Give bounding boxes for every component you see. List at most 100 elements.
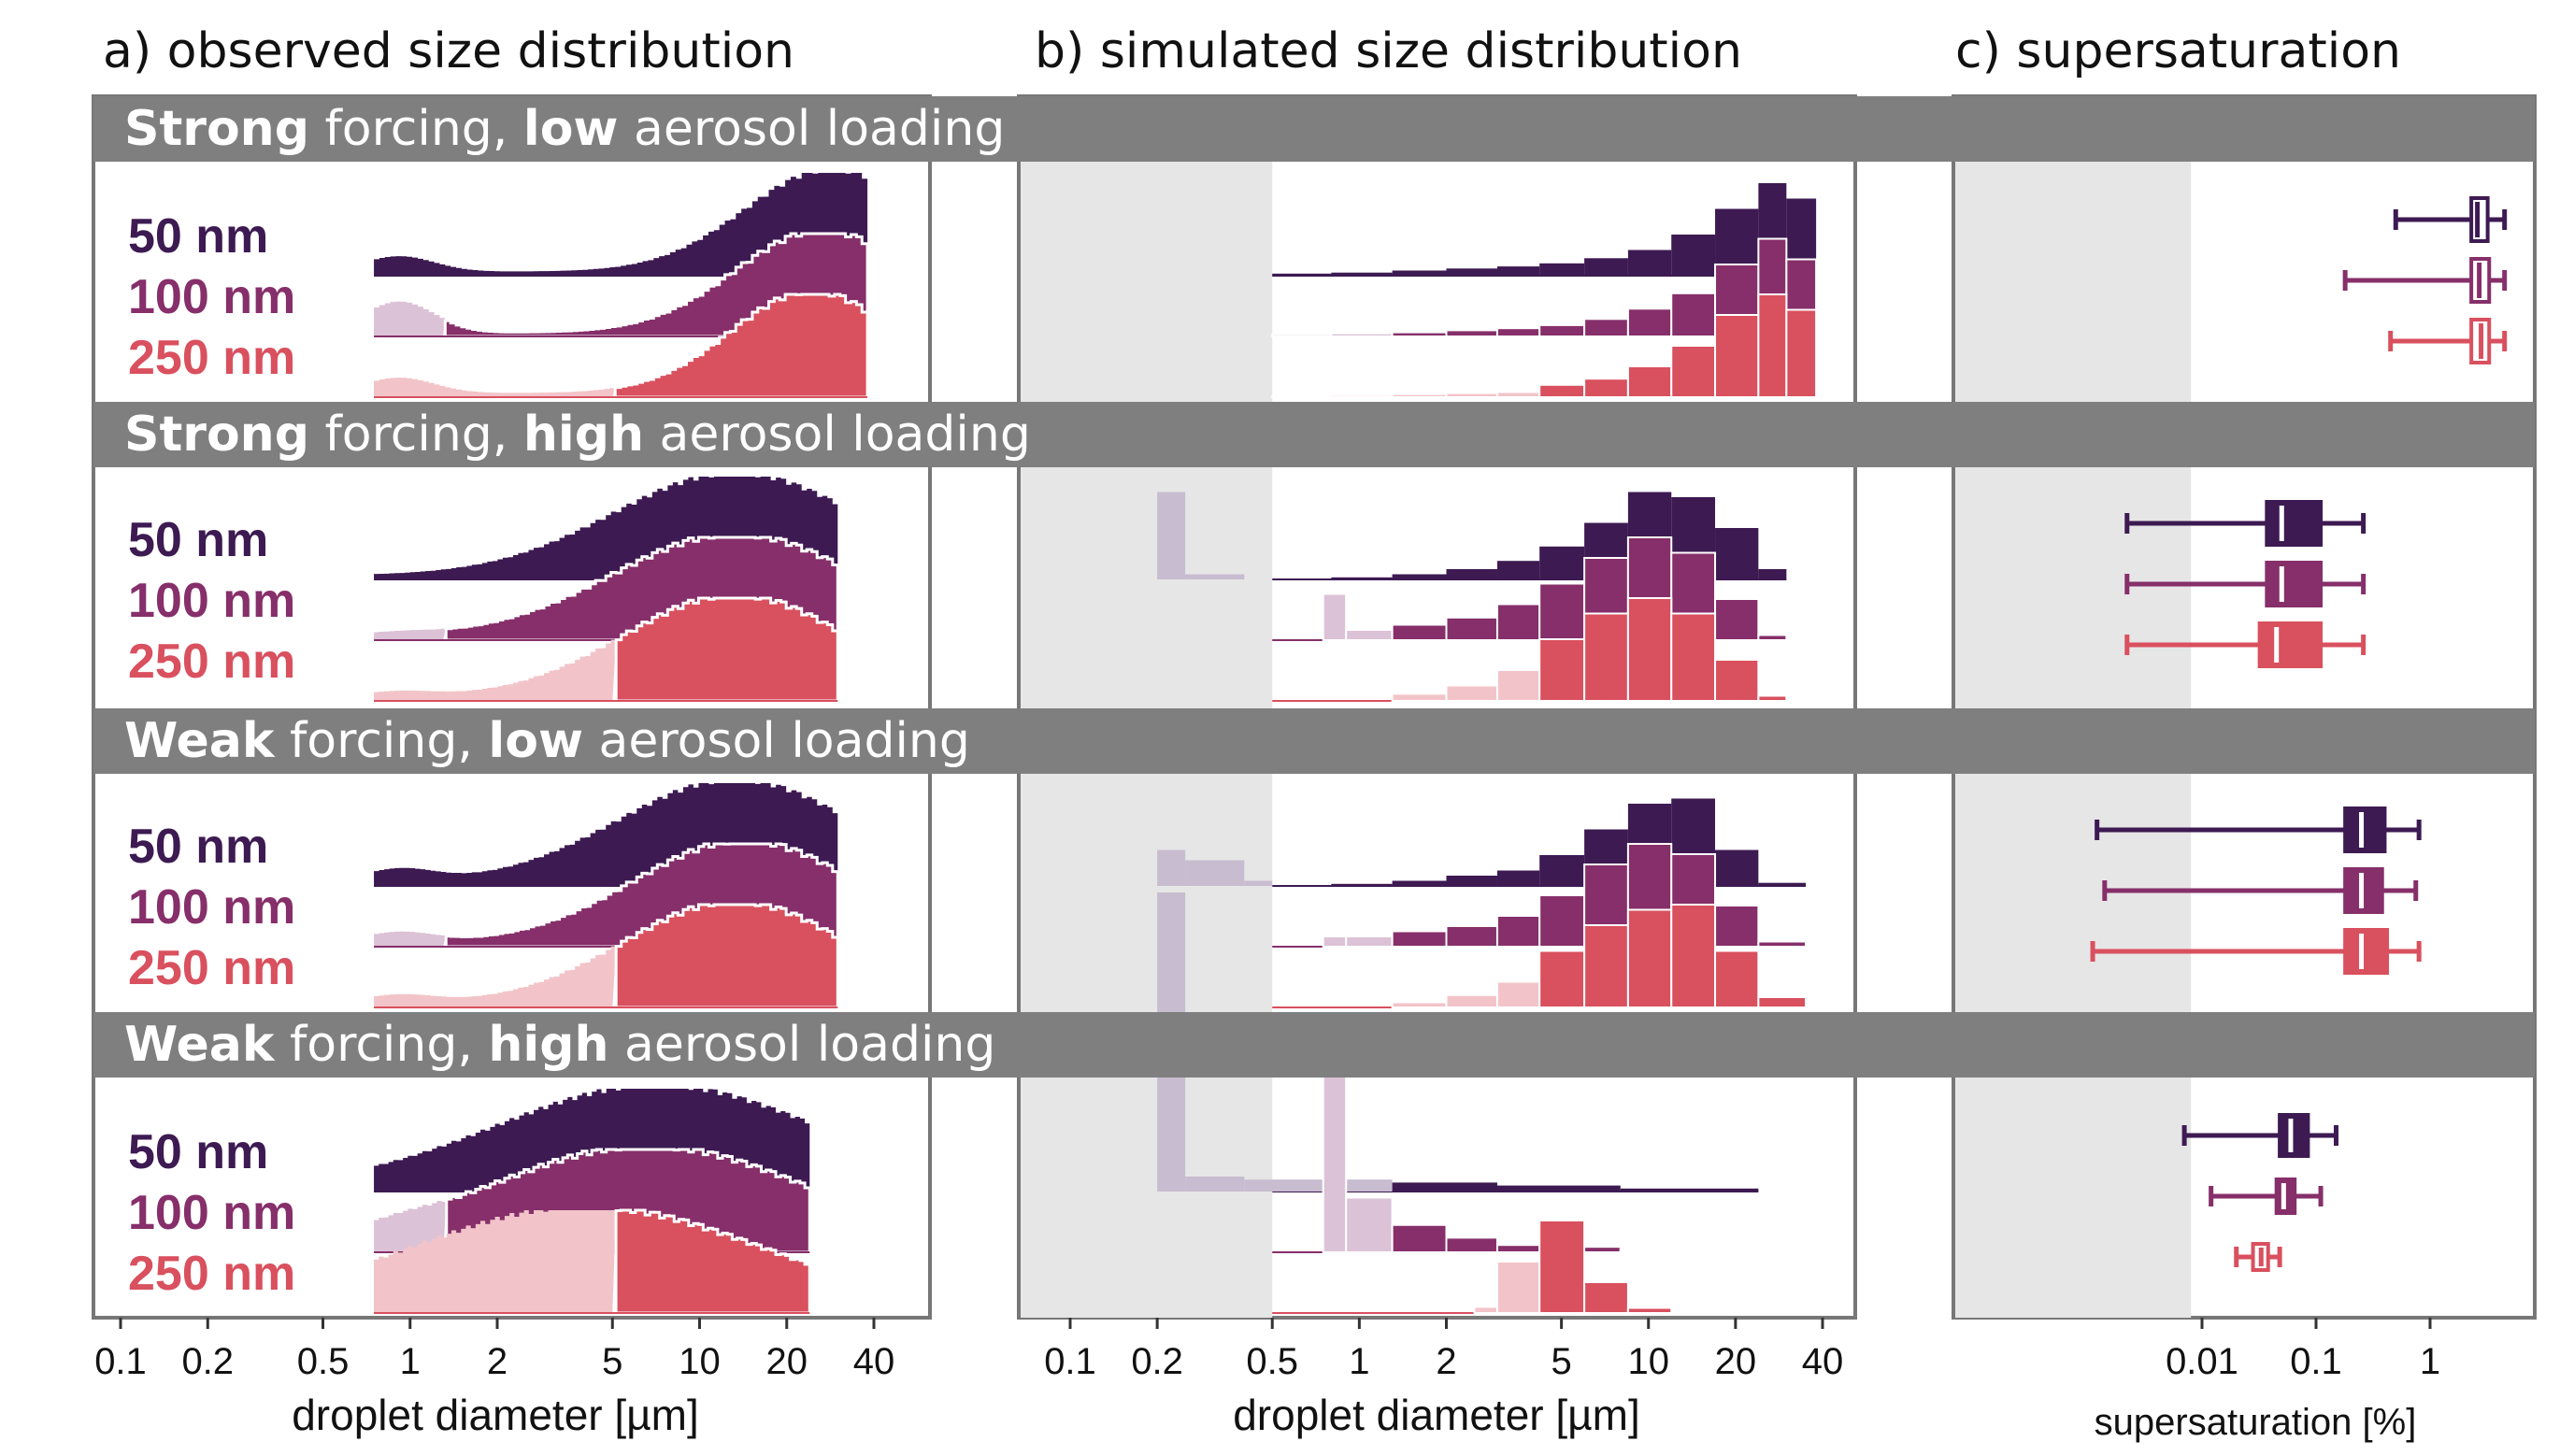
supersaturation-boxplots (2090, 196, 2508, 1272)
observed-distributions (374, 173, 869, 1315)
observed-light-area (374, 378, 616, 397)
sim-bar (1715, 849, 1759, 886)
size-label: 100 nm (128, 270, 295, 324)
sim-bar (1714, 949, 1760, 1008)
condition-loading: high (488, 1017, 608, 1073)
observed-light-area (374, 946, 617, 1007)
sim-bar (1670, 904, 1717, 1008)
observed-light-area (374, 931, 447, 947)
box-iqr (2257, 621, 2324, 668)
sim-bar (1758, 569, 1787, 579)
size-label: 250 nm (128, 331, 295, 385)
shaded-region-sim (1021, 774, 1273, 1012)
sim-bar (1495, 327, 1541, 338)
size-label: 250 nm (128, 635, 295, 689)
sim-bar (1539, 546, 1585, 579)
sim-bar (1670, 345, 1717, 398)
x-tick-label: 20 (766, 1341, 808, 1382)
sim-bar (1157, 849, 1186, 886)
x-tick-label: 0.1 (1044, 1341, 1096, 1382)
sim-bar (1627, 250, 1672, 276)
x-tick-label: 0.1 (94, 1341, 147, 1382)
condition-forcing: Weak (124, 713, 276, 769)
title-supersaturation: c) supersaturation (1955, 23, 2401, 79)
condition-loading: high (523, 407, 644, 463)
size-label: 100 nm (128, 574, 295, 628)
condition-label: Strong forcing, high aerosol loading (124, 407, 1031, 463)
condition-mid: forcing, (274, 1017, 488, 1073)
condition-label: Strong forcing, low aerosol loading (124, 101, 1005, 157)
sim-bar (1538, 949, 1586, 1008)
condition-bands: Strong forcing, low aerosol loadingStron… (93, 96, 2535, 1078)
sim-bar (1714, 598, 1760, 641)
x-tick-label: 1 (1349, 1341, 1369, 1382)
sim-bar (1538, 383, 1586, 398)
xlabel-observed: droplet diameter [µm] (292, 1391, 699, 1439)
condition-mid: forcing, (309, 407, 523, 463)
sim-bar (1714, 659, 1760, 702)
sim-bar (1322, 1069, 1348, 1253)
x-tick-label: 2 (1436, 1341, 1456, 1382)
sim-bar (1785, 308, 1818, 398)
sim-bar (1495, 1244, 1541, 1253)
sim-bar (1445, 392, 1498, 399)
simulated-histograms (1157, 183, 1818, 1315)
condition-tail: aerosol loading (609, 1017, 996, 1073)
sim-bar (1391, 331, 1448, 338)
sim-bar (1583, 318, 1629, 337)
condition-tail: aerosol loading (583, 713, 970, 769)
sim-bar (1446, 876, 1497, 886)
condition-band (93, 402, 2535, 467)
condition-band (93, 96, 2535, 162)
axes: droplet diameter [µm] droplet diameter [… (94, 1318, 2440, 1443)
observed-area (614, 903, 839, 1009)
shaded-region-sim (1021, 1078, 1273, 1318)
condition-band (93, 708, 2535, 774)
sim-bar (1495, 980, 1541, 1008)
shaded-region-ss (1955, 1078, 2192, 1318)
sim-bar (1670, 292, 1717, 337)
sim-bar (1445, 993, 1498, 1009)
box-iqr (2265, 500, 2324, 547)
condition-label: Weak forcing, high aerosol loading (124, 1017, 995, 1073)
x-tick-label: 10 (679, 1341, 721, 1382)
sim-bar (1583, 924, 1629, 1008)
sim-bar (1331, 883, 1393, 886)
observed-area (374, 173, 868, 276)
size-label: 250 nm (128, 941, 295, 995)
sim-bar (1538, 638, 1586, 702)
observed-area (614, 1208, 811, 1315)
x-tick-label: 0.2 (1131, 1341, 1183, 1382)
sim-bar (1345, 629, 1394, 641)
sim-bar (1391, 930, 1448, 948)
sim-bar (1392, 1182, 1497, 1192)
sim-bar (1445, 684, 1498, 702)
size-label: 250 nm (128, 1247, 295, 1301)
sim-bar (1584, 258, 1628, 276)
xlabel-simulated: droplet diameter [µm] (1233, 1391, 1640, 1439)
title-observed: a) observed size distribution (103, 23, 794, 79)
size-labels: 50 nm 100 nm 250 nm 50 nm 100 nm 250 nm 50 nm 1… (128, 209, 295, 1301)
sim-bar (1446, 268, 1497, 276)
sim-bar (1757, 940, 1808, 948)
sim-bar (1445, 925, 1498, 948)
condition-forcing: Weak (124, 1017, 276, 1073)
sim-bar (1392, 880, 1447, 886)
shaded-region-sim (1021, 162, 1273, 402)
box-iqr (2343, 807, 2387, 853)
sim-bar (1185, 860, 1245, 886)
sim-bar (1445, 329, 1498, 337)
sim-bar (1619, 1249, 1760, 1254)
sim-bar (1496, 266, 1540, 276)
x-tick-label: 0.1 (2290, 1341, 2342, 1382)
observed-light-area (374, 301, 446, 336)
condition-forcing: Strong (124, 407, 309, 463)
condition-loading: low (488, 713, 583, 769)
sim-bar (1271, 333, 1333, 337)
observed-area (613, 293, 869, 399)
sim-bar (1391, 692, 1448, 702)
sim-bar (1757, 694, 1788, 702)
condition-tail: aerosol loading (644, 407, 1031, 463)
observed-light-area (374, 1210, 617, 1313)
sim-bar (1539, 263, 1585, 276)
